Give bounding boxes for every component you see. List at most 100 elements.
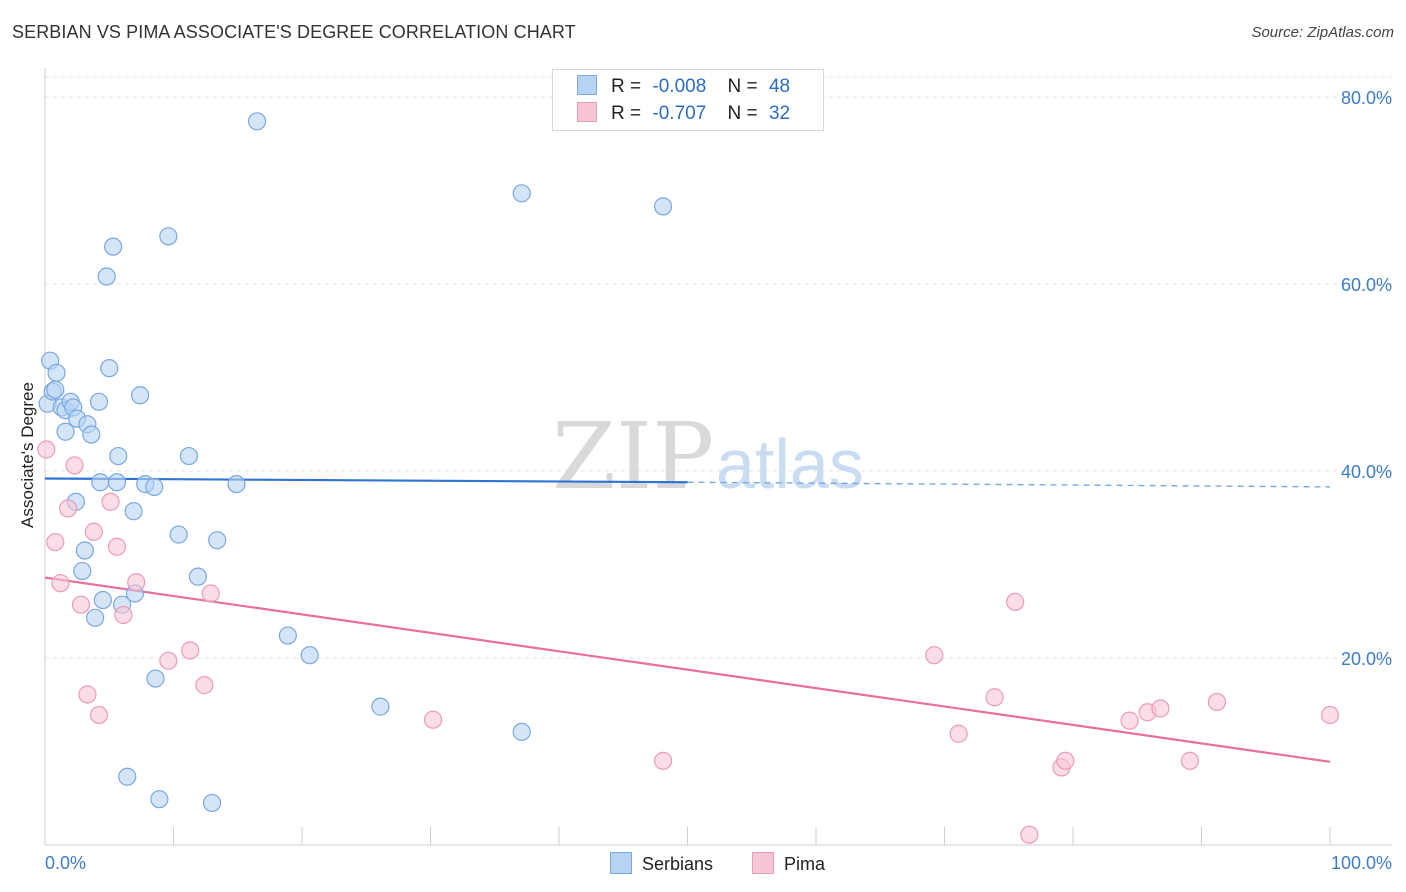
pima-point bbox=[78, 685, 97, 704]
serbians-point bbox=[118, 767, 137, 786]
pima-point bbox=[1056, 751, 1075, 770]
pima-point bbox=[37, 440, 56, 459]
serbians-point bbox=[86, 608, 105, 627]
pima-point bbox=[127, 573, 146, 592]
serbians-point bbox=[247, 112, 267, 131]
serbians-trend-extension bbox=[687, 481, 1331, 488]
legend-stats: R = -0.008 N = 48 R = -0.707 N = 32 bbox=[552, 69, 824, 131]
serbians-point bbox=[146, 669, 165, 688]
serbians-point bbox=[208, 531, 227, 550]
serbians-point bbox=[202, 793, 222, 813]
serbians-point bbox=[227, 474, 246, 494]
legend-swatch-serbians bbox=[577, 75, 597, 95]
pima-point bbox=[51, 574, 70, 593]
legend-n-value: 48 bbox=[768, 76, 791, 97]
serbians-point bbox=[512, 722, 531, 741]
chart-title: SERBIAN VS PIMA ASSOCIATE'S DEGREE CORRE… bbox=[12, 22, 576, 42]
legend-item-serbians: Serbians bbox=[610, 852, 713, 875]
pima-point bbox=[985, 688, 1004, 707]
legend-swatch-pima bbox=[577, 102, 597, 122]
watermark-atlas: atlas bbox=[716, 425, 864, 503]
x-tick-label: 100.0% bbox=[1331, 853, 1392, 873]
serbians-point bbox=[109, 446, 128, 466]
serbians-point bbox=[82, 425, 101, 444]
legend-r-value: -0.008 bbox=[652, 76, 707, 97]
serbians-point bbox=[75, 541, 94, 560]
pima-point bbox=[1207, 692, 1227, 712]
y-tick-label: 60.0% bbox=[1341, 275, 1392, 295]
serbians-point bbox=[89, 392, 109, 411]
serbians-point bbox=[97, 267, 116, 286]
serbians-point bbox=[278, 626, 297, 645]
pima-point bbox=[71, 595, 91, 614]
serbians-point bbox=[73, 561, 92, 581]
y-tick-label: 40.0% bbox=[1341, 462, 1392, 482]
tick-labels: 20.0% 40.0% 60.0% 80.0% 0.0% 100.0% bbox=[45, 88, 1392, 873]
legend-r-label: R = bbox=[611, 76, 642, 97]
pima-point bbox=[1006, 592, 1025, 612]
pima-point bbox=[59, 499, 78, 518]
data-points bbox=[37, 112, 1340, 844]
legend-n-label: N = bbox=[727, 76, 758, 97]
pima-point bbox=[195, 676, 214, 695]
legend-item-pima: Pima bbox=[752, 852, 825, 875]
serbians-point bbox=[46, 380, 65, 399]
y-tick-label: 80.0% bbox=[1341, 88, 1392, 108]
pima-point bbox=[423, 710, 443, 729]
serbians-point bbox=[47, 363, 66, 382]
pima-point bbox=[84, 522, 103, 541]
legend-series: Serbians Pima bbox=[0, 852, 1406, 878]
pima-point bbox=[949, 724, 968, 743]
serbians-point bbox=[300, 646, 319, 665]
serbians-point bbox=[93, 590, 112, 610]
legend-n-value: 32 bbox=[768, 103, 791, 124]
serbians-point bbox=[56, 422, 75, 441]
serbians-point bbox=[188, 567, 208, 586]
serbians-point bbox=[91, 473, 110, 492]
serbians-point bbox=[104, 237, 123, 256]
serbians-point bbox=[169, 525, 188, 544]
pima-point bbox=[1020, 825, 1039, 844]
legend-label-pima: Pima bbox=[784, 854, 826, 874]
serbians-point bbox=[150, 790, 169, 809]
pima-point bbox=[1120, 711, 1139, 730]
serbians-point bbox=[124, 502, 143, 521]
serbians-point bbox=[130, 386, 150, 405]
serbians-point bbox=[159, 227, 178, 246]
x-tick-label: 0.0% bbox=[45, 853, 86, 873]
serbians-point bbox=[107, 473, 127, 492]
legend-row-serbians: R = -0.008 N = 48 bbox=[577, 75, 790, 99]
legend-label-serbians: Serbians bbox=[642, 854, 714, 874]
gridlines bbox=[45, 76, 1392, 659]
pima-point bbox=[925, 646, 944, 665]
serbians-point bbox=[512, 184, 531, 203]
pima-point bbox=[1180, 751, 1200, 770]
legend-n-label: N = bbox=[727, 103, 758, 124]
serbians-point bbox=[653, 197, 673, 216]
y-tick-label: 20.0% bbox=[1341, 649, 1392, 669]
pima-point bbox=[653, 751, 673, 770]
serbians-point bbox=[100, 359, 119, 378]
serbians-point bbox=[179, 446, 199, 466]
legend-r-value: -0.707 bbox=[652, 103, 707, 124]
pima-point bbox=[201, 584, 220, 603]
serbians-point bbox=[145, 477, 164, 496]
legend-r-label: R = bbox=[611, 103, 642, 124]
legend-swatch-serbians bbox=[610, 852, 632, 874]
pima-point bbox=[114, 605, 133, 625]
pima-point bbox=[181, 641, 200, 660]
pima-point bbox=[65, 456, 84, 475]
pima-point bbox=[1320, 705, 1340, 725]
legend-swatch-pima bbox=[752, 852, 774, 874]
pima-point bbox=[1151, 699, 1170, 718]
pima-point bbox=[159, 651, 178, 670]
pima-point bbox=[46, 532, 65, 552]
legend-row-pima: R = -0.707 N = 32 bbox=[577, 102, 790, 126]
serbians-point bbox=[371, 697, 390, 716]
watermark-zip: ZIP bbox=[552, 403, 714, 510]
pima-point bbox=[89, 705, 109, 725]
pima-point bbox=[101, 492, 120, 511]
source-label: Source: ZipAtlas.com bbox=[1251, 24, 1394, 41]
pima-point bbox=[107, 537, 127, 556]
